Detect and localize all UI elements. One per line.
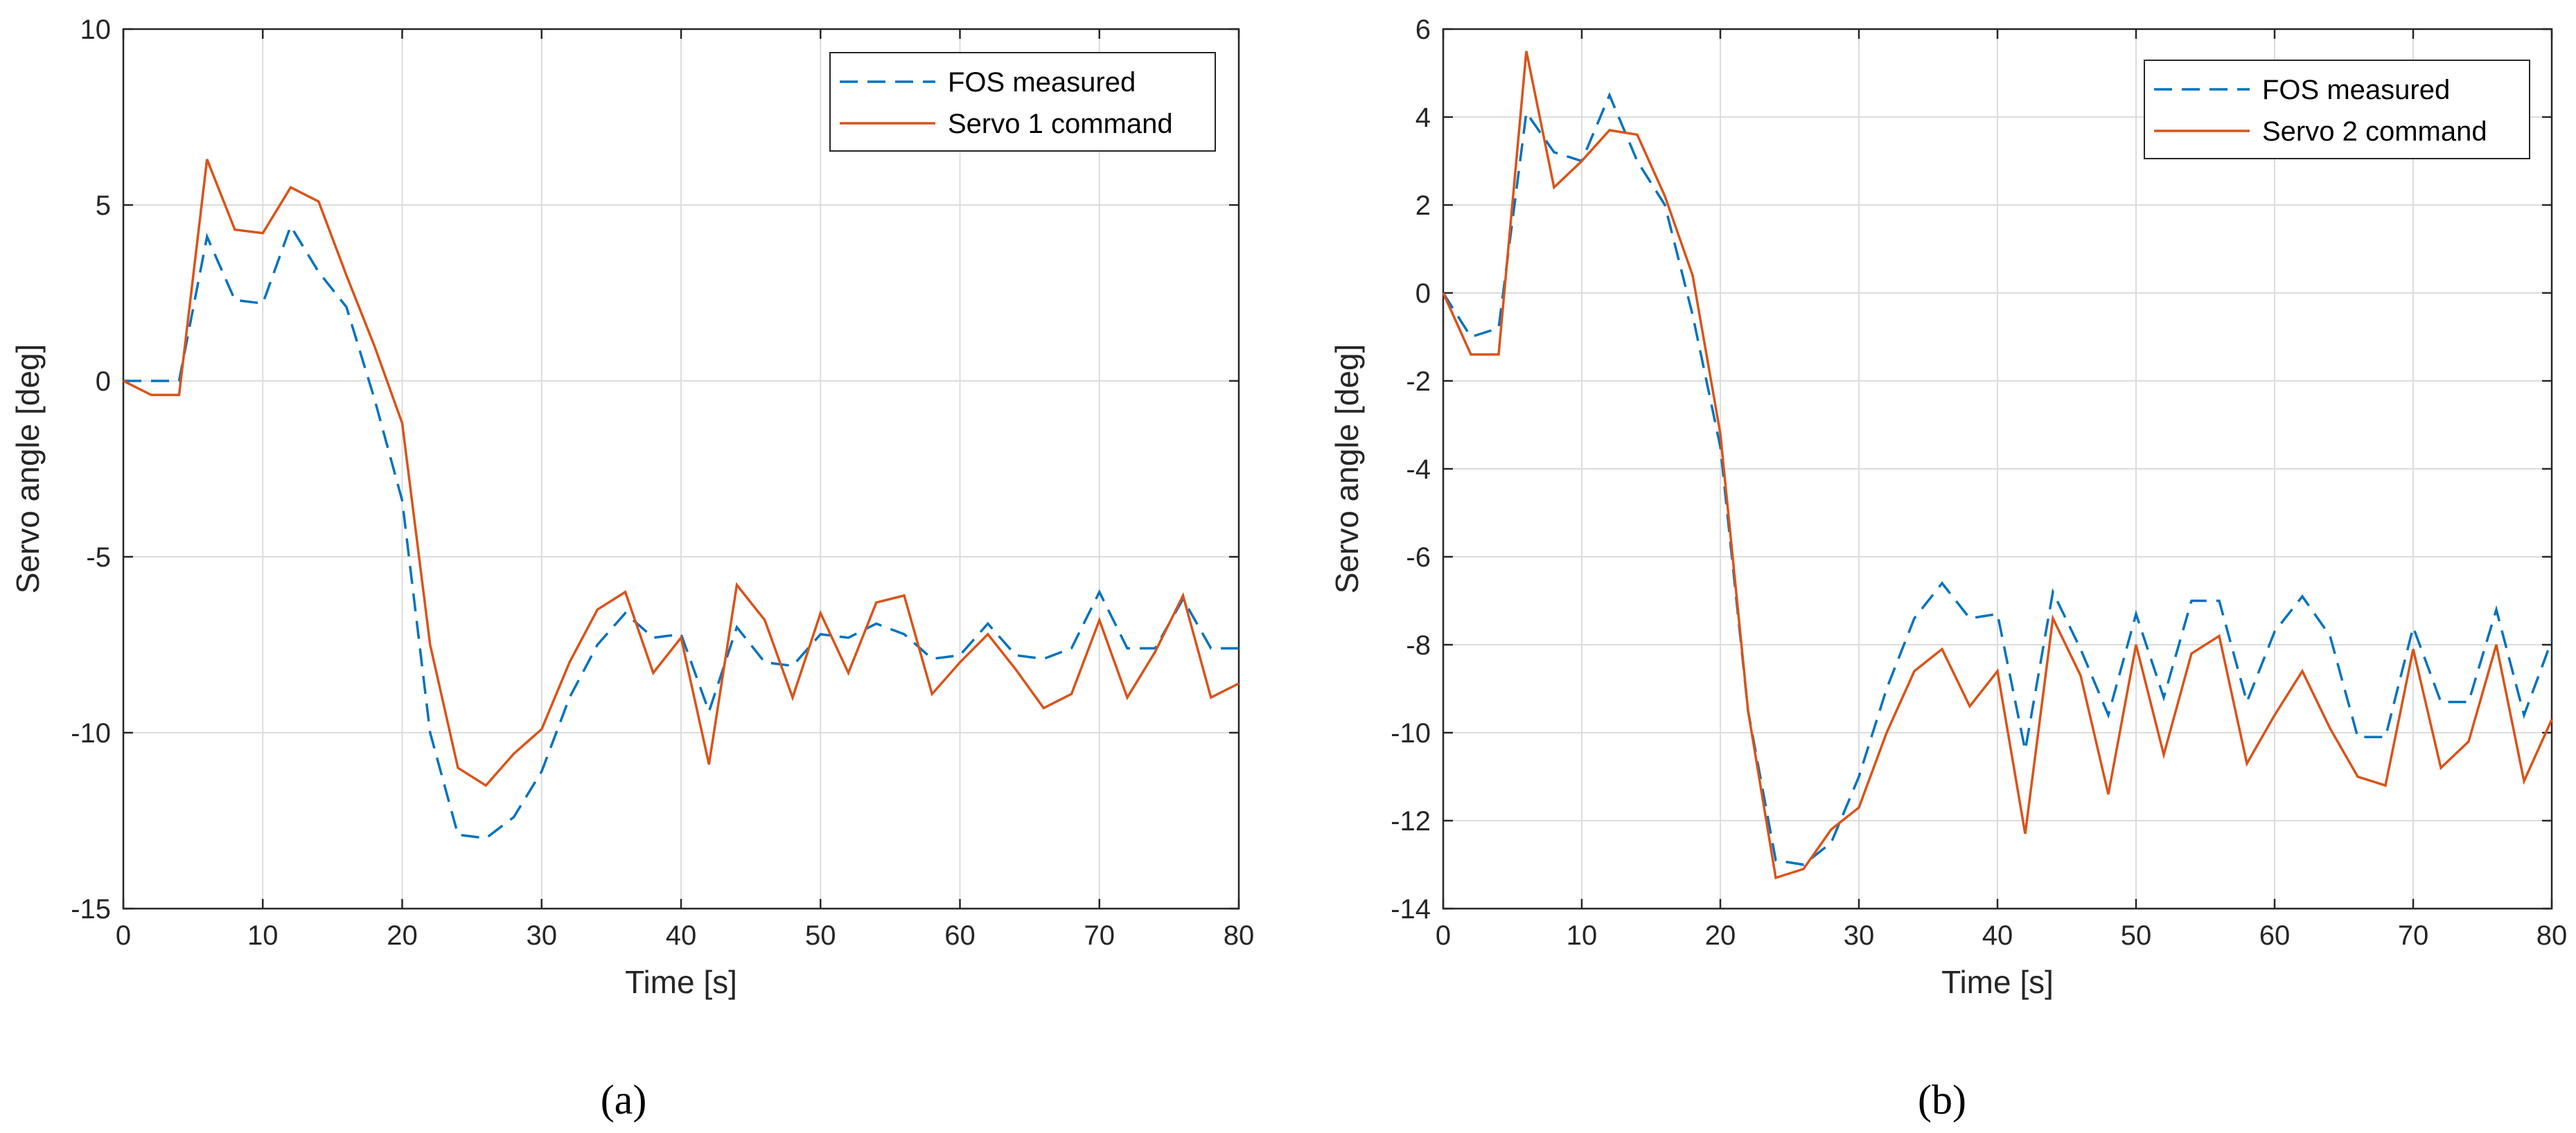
chart-a-series — [123, 159, 1240, 840]
chart-a-y-axis-label: Servo angle [deg] — [10, 344, 46, 594]
chart-a-caption: (a) — [601, 1077, 647, 1123]
x-tick-label: 20 — [1705, 920, 1736, 951]
chart-a-legend-label-fos: FOS measured — [948, 67, 1136, 98]
y-tick-label: 4 — [1415, 102, 1431, 133]
y-tick-label: 10 — [80, 15, 112, 45]
x-tick-label: 60 — [944, 920, 976, 951]
y-tick-label: -12 — [1391, 806, 1431, 837]
x-tick-label: 30 — [527, 920, 558, 951]
x-tick-label: 0 — [1436, 920, 1451, 951]
y-tick-label: -2 — [1406, 366, 1431, 397]
y-tick-label: -8 — [1406, 630, 1431, 661]
x-tick-label: 50 — [2121, 920, 2152, 951]
chart-b-legend-label-servo: Servo 2 command — [2262, 116, 2487, 147]
y-tick-label: -10 — [1391, 718, 1431, 749]
chart-b-grid — [1443, 29, 2552, 909]
series-line-fos-measured — [1442, 91, 2553, 866]
chart-a-legend-label-servo: Servo 1 command — [948, 109, 1173, 139]
chart-b-x-axis-label: Time [s] — [1941, 964, 2054, 1000]
x-tick-label: 40 — [666, 920, 697, 951]
y-tick-label: 0 — [96, 366, 111, 397]
x-tick-label: 80 — [1224, 920, 1255, 951]
chart-a: 0 10 20 30 40 50 60 70 80 -15 -10 -5 0 5 10 Time [s] S… — [10, 15, 1254, 1123]
chart-b: 0 10 20 30 40 50 60 70 80 -14 -12 -10 -8 -6 -4 -2 0 2 4 6 T… — [1329, 15, 2567, 1123]
chart-b-legend-box — [2144, 60, 2530, 159]
chart-b-y-axis-label: Servo angle [deg] — [1329, 344, 1365, 594]
x-tick-label: 10 — [247, 920, 279, 951]
y-tick-label: -14 — [1391, 894, 1431, 925]
x-tick-label: 40 — [1982, 920, 2013, 951]
y-tick-label: 6 — [1415, 15, 1431, 45]
x-tick-label: 10 — [1567, 920, 1598, 951]
y-tick-label: 5 — [96, 190, 111, 221]
x-tick-label: 70 — [2398, 920, 2429, 951]
y-tick-label: -6 — [1406, 542, 1431, 573]
chart-b-legend-label-fos: FOS measured — [2262, 75, 2450, 105]
series-line-servo-command — [1442, 51, 2553, 880]
chart-a-ticks: 0 10 20 30 40 50 60 70 80 -15 -10 -5 0 5 10 — [71, 15, 1254, 951]
y-tick-label: 2 — [1415, 190, 1431, 221]
series-line-fos-measured — [123, 223, 1239, 840]
y-tick-label: -15 — [71, 894, 111, 925]
y-tick-label: 0 — [1415, 278, 1431, 309]
chart-b-caption: (b) — [1918, 1077, 1966, 1123]
series-line-servo-command — [123, 159, 1240, 787]
x-tick-label: 70 — [1084, 920, 1115, 951]
y-tick-label: -4 — [1406, 454, 1431, 485]
chart-a-x-axis-label: Time [s] — [625, 964, 737, 1000]
x-tick-label: 20 — [387, 920, 418, 951]
y-tick-label: -10 — [71, 718, 111, 749]
chart-a-legend-box — [829, 52, 1216, 152]
x-tick-label: 0 — [116, 920, 131, 951]
y-tick-label: -5 — [86, 542, 111, 573]
chart-b-series — [1442, 51, 2553, 880]
chart-a-grid — [123, 29, 1239, 909]
x-tick-label: 30 — [1844, 920, 1875, 951]
x-tick-label: 50 — [805, 920, 836, 951]
chart-a-legend: FOS measured Servo 1 command — [829, 52, 1216, 152]
chart-b-ticks: 0 10 20 30 40 50 60 70 80 -14 -12 -10 -8 -6 -4 -2 0 2 4 6 — [1391, 15, 2567, 951]
x-tick-label: 60 — [2259, 920, 2291, 951]
x-tick-label: 80 — [2537, 920, 2568, 951]
chart-b-legend: FOS measured Servo 2 command — [2144, 60, 2530, 159]
